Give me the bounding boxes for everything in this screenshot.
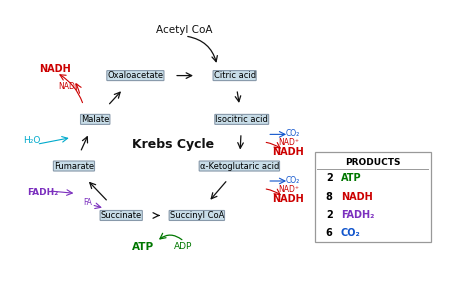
Text: 8: 8 bbox=[326, 191, 333, 202]
Text: Citric acid: Citric acid bbox=[214, 71, 255, 80]
Text: PRODUCTS: PRODUCTS bbox=[345, 158, 401, 167]
Text: ADP: ADP bbox=[173, 242, 192, 251]
Text: 2: 2 bbox=[326, 210, 333, 220]
Text: Fumarate: Fumarate bbox=[54, 162, 94, 170]
Text: 2: 2 bbox=[326, 173, 333, 183]
Text: Succinate: Succinate bbox=[100, 211, 142, 220]
Text: H₂O: H₂O bbox=[23, 136, 41, 145]
Text: CO₂: CO₂ bbox=[286, 129, 300, 138]
Text: Isocitric acid: Isocitric acid bbox=[215, 115, 268, 124]
Text: FA: FA bbox=[84, 198, 92, 207]
Text: CO₂: CO₂ bbox=[286, 176, 300, 185]
Text: Krebs Cycle: Krebs Cycle bbox=[132, 138, 214, 151]
Text: Malate: Malate bbox=[81, 115, 109, 124]
Text: Succinyl CoA: Succinyl CoA bbox=[170, 211, 224, 220]
Text: FADH₂: FADH₂ bbox=[27, 188, 59, 197]
Text: NAD⁺: NAD⁺ bbox=[59, 82, 80, 91]
Text: α-Ketoglutaric acid: α-Ketoglutaric acid bbox=[200, 162, 279, 170]
Text: FADH₂: FADH₂ bbox=[341, 210, 374, 220]
Text: CO₂: CO₂ bbox=[341, 228, 361, 238]
Text: NADH: NADH bbox=[39, 64, 71, 74]
Text: Acetyl CoA: Acetyl CoA bbox=[156, 25, 212, 36]
Text: NADH: NADH bbox=[272, 193, 304, 204]
Text: ATP: ATP bbox=[341, 173, 362, 183]
Text: ATP: ATP bbox=[132, 242, 155, 252]
Text: Oxaloacetate: Oxaloacetate bbox=[107, 71, 164, 80]
Text: NAD⁺: NAD⁺ bbox=[279, 185, 300, 194]
Text: 6: 6 bbox=[326, 228, 333, 238]
Text: NADH: NADH bbox=[341, 191, 373, 202]
Text: NADH: NADH bbox=[272, 147, 304, 157]
FancyBboxPatch shape bbox=[315, 152, 431, 242]
Text: NAD⁺: NAD⁺ bbox=[279, 138, 300, 147]
